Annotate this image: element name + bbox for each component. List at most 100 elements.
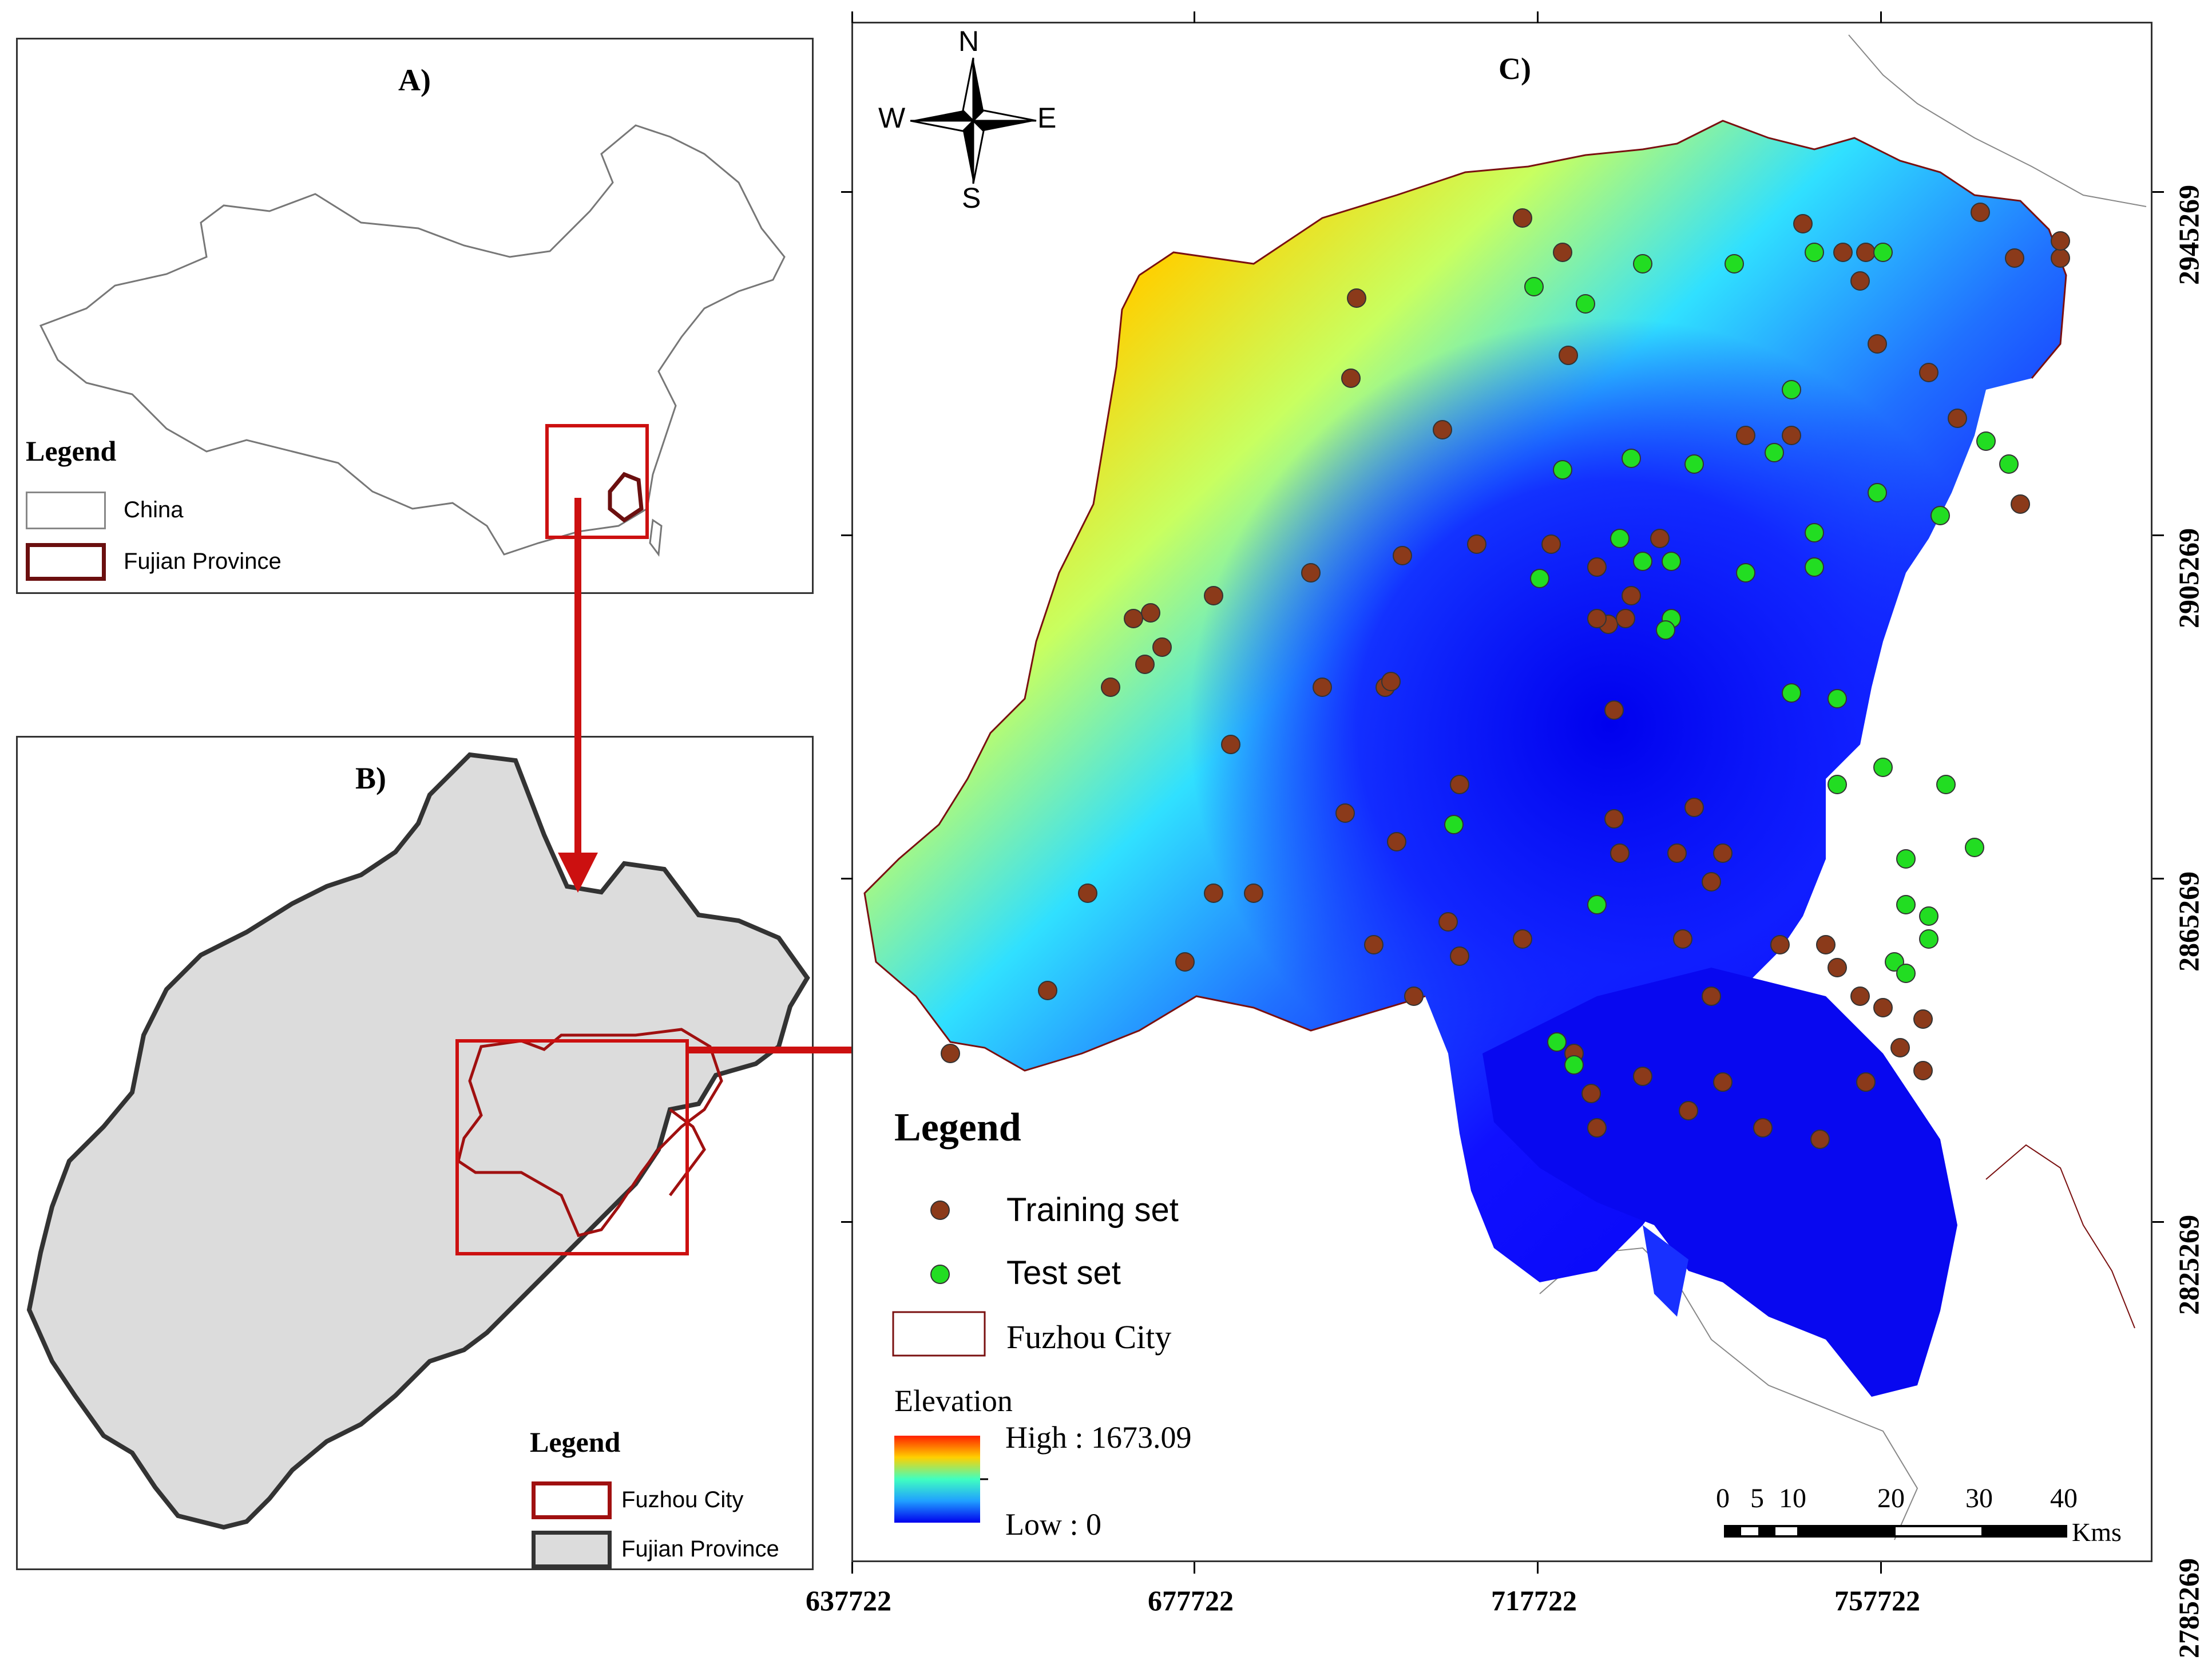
elevation-low: Low : 0 <box>1005 1507 1101 1542</box>
legend-training-symbol <box>930 1201 950 1220</box>
training-point <box>1204 883 1223 903</box>
test-point <box>1805 523 1824 542</box>
y-tick-2905269: 2905269 <box>2173 528 2205 628</box>
test-point <box>1919 929 1939 949</box>
panel-b-legend-title: Legend <box>530 1426 621 1458</box>
training-point <box>1770 935 1790 954</box>
y-tick-2825269: 2825269 <box>2173 1215 2205 1315</box>
test-point <box>1896 964 1916 983</box>
training-point <box>1244 883 1263 903</box>
training-point <box>1782 426 1801 445</box>
training-point <box>1553 243 1572 262</box>
training-point <box>1753 1118 1773 1138</box>
panel-c-title: C) <box>1499 51 1531 86</box>
training-point <box>1204 586 1223 605</box>
training-point <box>1433 420 1452 439</box>
training-point <box>1856 1072 1876 1092</box>
training-point <box>1856 243 1876 262</box>
test-point <box>1553 460 1572 480</box>
panel-b-title: B) <box>355 761 386 795</box>
training-point <box>1850 986 1870 1006</box>
training-point <box>1919 363 1939 382</box>
training-point <box>1650 529 1670 548</box>
test-point <box>1684 454 1704 474</box>
training-point <box>1633 1067 1652 1086</box>
training-point <box>1816 935 1836 954</box>
training-point <box>1135 655 1155 674</box>
legend-label-fujian-province: Fujian Province <box>621 1536 779 1562</box>
scale-30: 30 <box>1965 1483 1993 1514</box>
training-point <box>1868 334 1887 354</box>
training-point <box>1913 1061 1933 1080</box>
scale-0: 0 <box>1716 1483 1730 1514</box>
training-point <box>2051 248 2070 268</box>
test-point <box>1782 380 1801 399</box>
training-point <box>1387 832 1406 851</box>
test-point <box>1656 620 1675 640</box>
scale-bar <box>1724 1525 2067 1538</box>
legend-label-fuzhou: Fuzhou City <box>621 1487 744 1512</box>
training-point <box>1850 271 1870 291</box>
panel-c-legend-title: Legend <box>894 1106 1021 1150</box>
training-point <box>1616 609 1635 628</box>
training-point <box>1513 929 1532 949</box>
west-label: W <box>878 102 906 134</box>
scale-20: 20 <box>1877 1483 1905 1514</box>
training-point <box>1381 672 1401 691</box>
training-point <box>1736 426 1755 445</box>
training-point <box>1450 946 1469 966</box>
training-point <box>1175 952 1195 972</box>
training-point <box>1313 678 1332 697</box>
china-outline <box>39 124 786 557</box>
training-point <box>1913 1009 1933 1029</box>
legend-fuzhou-symbol <box>892 1311 986 1357</box>
test-point <box>1965 838 1984 857</box>
test-point <box>1622 449 1641 468</box>
test-point <box>1936 775 1956 794</box>
training-point <box>1393 546 1412 565</box>
scale-40: 40 <box>2050 1483 2078 1514</box>
training-point <box>1713 843 1733 863</box>
test-point <box>1576 294 1595 314</box>
x-tick-637722: 637722 <box>806 1584 891 1617</box>
training-point <box>1622 586 1641 605</box>
compass-rose-icon <box>910 57 1037 184</box>
training-point <box>1828 958 1847 977</box>
test-point <box>1805 243 1824 262</box>
training-point <box>1301 563 1321 583</box>
test-point <box>1633 254 1652 274</box>
test-point <box>1873 243 1893 262</box>
test-point <box>1530 569 1549 588</box>
training-point <box>1587 1118 1607 1138</box>
training-point <box>1673 929 1692 949</box>
training-point <box>1513 208 1532 228</box>
test-point <box>1828 689 1847 708</box>
panel-a-china-map: A) Legend China Fujian Province <box>16 38 814 594</box>
panel-a-legend-title: Legend <box>26 435 117 467</box>
training-point <box>1587 557 1607 577</box>
scale-5: 5 <box>1750 1483 1764 1514</box>
test-point <box>1976 431 1996 451</box>
training-point <box>2051 231 2070 251</box>
training-point <box>1152 637 1172 657</box>
training-point <box>1559 346 1578 365</box>
training-point <box>2011 494 2030 514</box>
test-point <box>1610 529 1630 548</box>
south-label: S <box>962 182 981 214</box>
east-label: E <box>1037 102 1057 134</box>
panel-b-fujian-map: B) Legend Fuzhou City Fujian Province <box>16 736 814 1570</box>
elevation-colorbar <box>894 1436 980 1523</box>
training-point <box>1610 843 1630 863</box>
panel-c-fuzhou-dem-map: C) N S E W Legend Training set Test set … <box>851 22 2152 1562</box>
test-point <box>1896 895 1916 914</box>
x-tick-717722: 717722 <box>1491 1584 1577 1617</box>
legend-swatch-fujian <box>26 543 106 581</box>
x-tick-757722: 757722 <box>1834 1584 1920 1617</box>
elevation-high: High : 1673.09 <box>1005 1420 1192 1455</box>
training-point <box>1684 798 1704 817</box>
test-point <box>1736 563 1755 583</box>
training-point <box>1702 872 1721 892</box>
test-point <box>1782 683 1801 703</box>
training-point <box>1038 981 1057 1000</box>
training-point <box>1890 1038 1910 1057</box>
